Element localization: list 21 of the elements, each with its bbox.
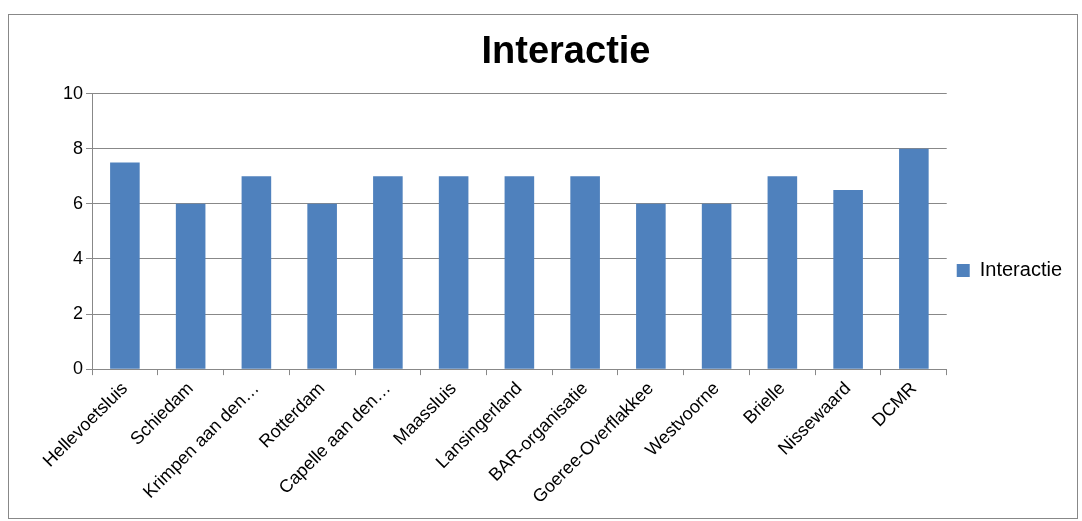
y-tick-label: 0	[73, 358, 84, 379]
legend-label: Interactie	[979, 258, 1062, 281]
bar	[307, 203, 337, 369]
bar	[767, 176, 798, 369]
bar	[899, 148, 929, 369]
y-tick-label: 2	[73, 302, 84, 323]
bar	[833, 190, 863, 369]
bar	[110, 162, 140, 369]
bar	[373, 176, 403, 369]
bar	[701, 203, 732, 369]
chart-title: Interactie	[481, 29, 651, 72]
bar	[504, 176, 535, 369]
bar	[241, 176, 272, 369]
y-tick-label: 8	[73, 137, 84, 158]
bar	[175, 203, 206, 369]
bar	[570, 176, 600, 369]
bar	[438, 176, 469, 369]
bar	[636, 203, 666, 369]
y-tick-label: 4	[73, 247, 84, 268]
y-tick-label: 6	[73, 192, 84, 213]
y-tick-label: 10	[62, 82, 84, 103]
